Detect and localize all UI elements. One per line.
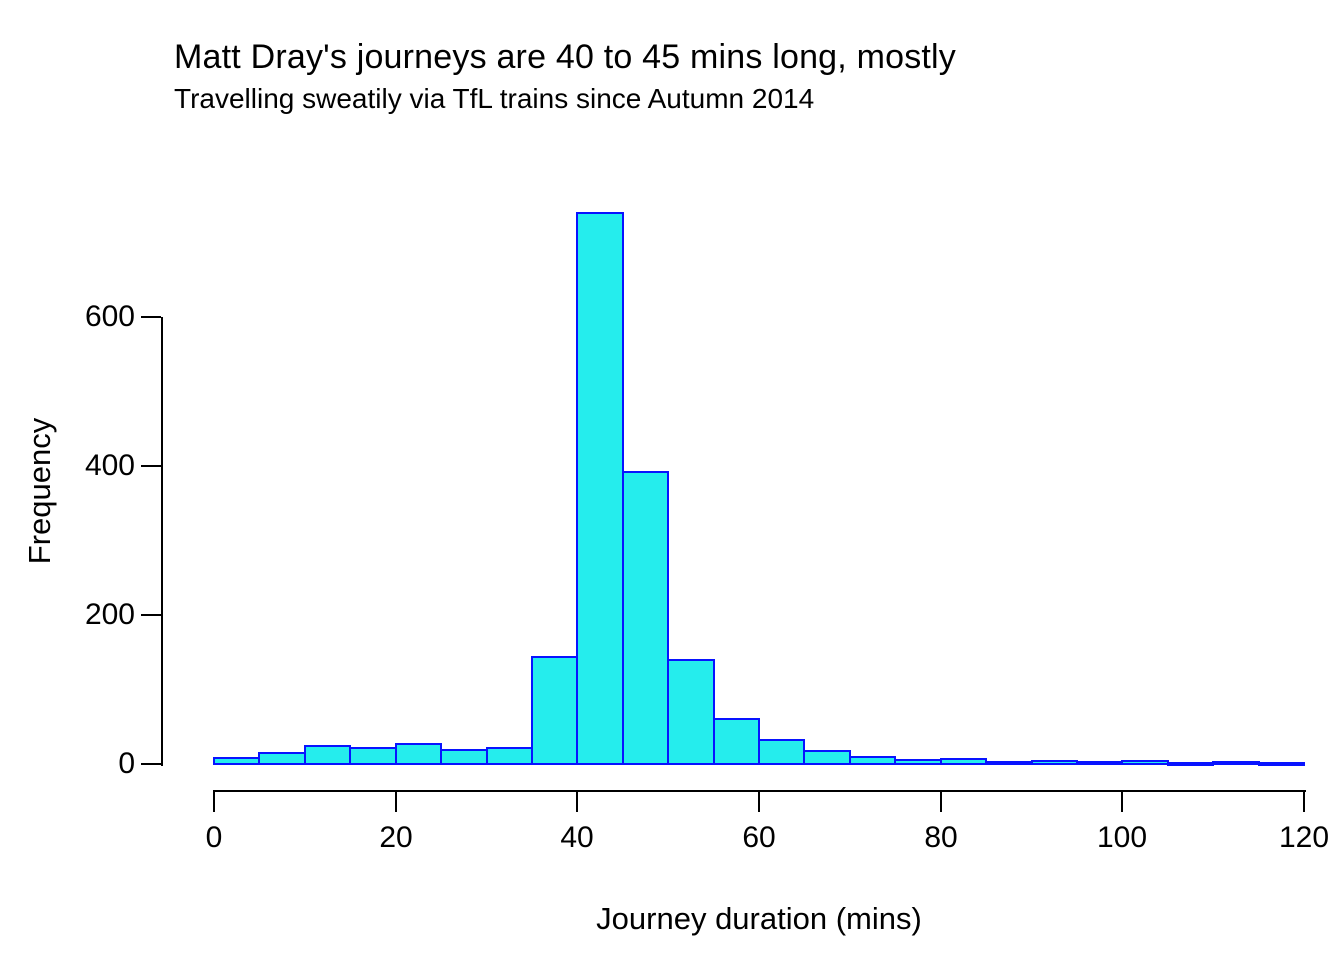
histogram-bar bbox=[395, 743, 442, 765]
histogram-bar bbox=[894, 759, 942, 765]
x-tick-label: 20 bbox=[379, 821, 413, 854]
histogram-bar bbox=[486, 747, 533, 765]
histogram-bar bbox=[576, 212, 624, 765]
x-tick bbox=[213, 790, 215, 812]
y-tick bbox=[141, 316, 161, 318]
histogram-bar bbox=[531, 656, 578, 765]
x-tick-label: 0 bbox=[205, 821, 223, 854]
histogram-bar bbox=[213, 757, 260, 765]
histogram-bar bbox=[1258, 762, 1305, 766]
histogram-bar bbox=[713, 718, 760, 765]
histogram-bar bbox=[667, 659, 715, 765]
histogram-bar bbox=[622, 471, 669, 765]
x-tick-label: 60 bbox=[742, 821, 776, 854]
histogram-bar bbox=[985, 761, 1033, 765]
chart-title: Matt Dray's journeys are 40 to 45 mins l… bbox=[174, 38, 957, 76]
y-tick bbox=[141, 614, 161, 616]
y-axis-title: Frequency bbox=[22, 417, 57, 565]
histogram-bar bbox=[849, 756, 896, 765]
histogram-bar bbox=[1076, 761, 1123, 765]
y-axis-line bbox=[161, 317, 163, 766]
y-tick bbox=[141, 465, 161, 467]
histogram-bar bbox=[803, 750, 851, 765]
x-tick bbox=[758, 790, 760, 812]
x-tick bbox=[1121, 790, 1123, 812]
x-axis-line bbox=[214, 790, 1306, 792]
x-tick-label: 100 bbox=[1096, 821, 1148, 854]
histogram-bar bbox=[1121, 760, 1169, 765]
histogram-bar bbox=[758, 739, 805, 765]
histogram-bar bbox=[1212, 761, 1260, 765]
y-tick-label: 0 bbox=[118, 747, 135, 780]
x-tick-label: 80 bbox=[924, 821, 958, 854]
histogram-bar bbox=[304, 745, 351, 765]
x-tick-label: 40 bbox=[560, 821, 594, 854]
y-tick-label: 600 bbox=[84, 300, 135, 333]
histogram-bar bbox=[940, 758, 987, 765]
y-tick-label: 400 bbox=[84, 449, 135, 482]
x-axis-title: Journey duration (mins) bbox=[596, 901, 922, 936]
chart-subtitle: Travelling sweatily via TfL trains since… bbox=[174, 83, 815, 114]
histogram-bar bbox=[258, 752, 306, 765]
x-tick bbox=[1303, 790, 1305, 812]
x-tick bbox=[940, 790, 942, 812]
histogram-bar bbox=[349, 747, 397, 765]
histogram-bar bbox=[440, 749, 488, 765]
x-tick-label: 120 bbox=[1278, 821, 1330, 854]
histogram-bar bbox=[1031, 760, 1078, 765]
y-tick-label: 200 bbox=[84, 598, 135, 631]
x-tick bbox=[395, 790, 397, 812]
histogram-bar bbox=[1167, 762, 1214, 766]
x-tick bbox=[576, 790, 578, 812]
y-tick bbox=[141, 763, 161, 765]
